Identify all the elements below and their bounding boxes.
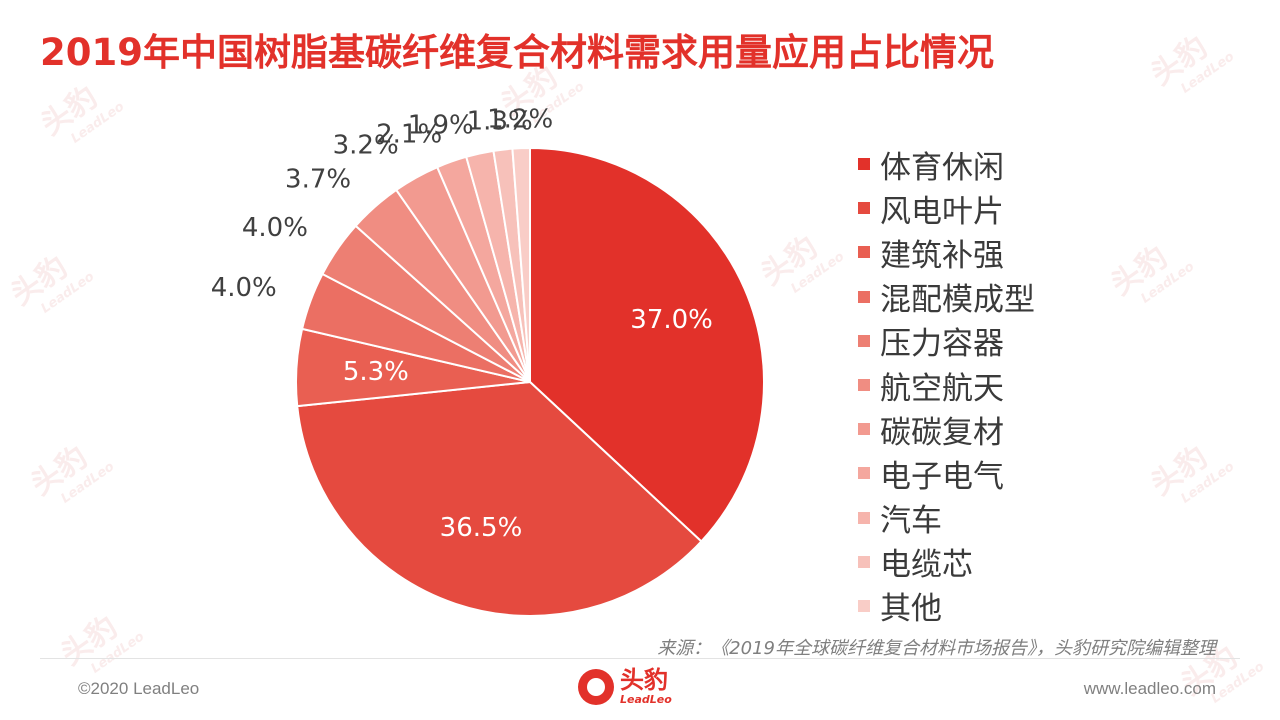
legend-label: 混配模成型 — [880, 282, 1035, 319]
pie-value-label: 1.2% — [487, 105, 553, 135]
pie-value-label: 2.1% — [376, 120, 442, 150]
legend-swatch — [858, 379, 870, 392]
legend-item: 汽车 — [858, 496, 1035, 540]
pie-value-label: 1.3% — [467, 106, 533, 136]
copyright: ©2020 LeadLeo — [78, 679, 200, 698]
legend-swatch — [858, 158, 870, 171]
legend-item: 航空航天 — [858, 363, 1035, 407]
legend-swatch — [858, 511, 870, 524]
source-note: 来源：《2019年全球碳纤维复合材料市场报告》，头豹研究院编辑整理 — [657, 638, 1216, 659]
legend-item: 混配模成型 — [858, 275, 1035, 319]
footer-divider — [40, 658, 1240, 659]
legend-label: 碳碳复材 — [880, 414, 1004, 451]
legend-swatch — [858, 202, 870, 215]
pie-value-label: 3.7% — [285, 164, 351, 194]
pie-value-label: 1.9% — [408, 111, 474, 141]
legend-label: 风电叶片 — [880, 193, 1004, 230]
legend-label: 其他 — [880, 591, 942, 628]
legend-item: 风电叶片 — [858, 186, 1035, 230]
pie-value-label: 3.2% — [333, 131, 399, 161]
pie-value-label: 4.0% — [242, 213, 308, 243]
legend-label: 体育休闲 — [880, 149, 1004, 186]
legend-swatch — [858, 334, 870, 347]
legend-swatch — [858, 423, 870, 436]
legend-label: 汽车 — [880, 503, 942, 540]
legend-swatch — [858, 467, 870, 480]
page-title: 2019年中国树脂基碳纤维复合材料需求用量应用占比情况 — [40, 31, 994, 74]
legend-swatch — [858, 599, 870, 612]
logo-en: LeadLeo — [620, 693, 672, 706]
pie-value-label: 4.0% — [211, 273, 277, 303]
website-link[interactable]: www.leadleo.com — [1083, 679, 1216, 698]
legend-label: 航空航天 — [880, 370, 1004, 407]
legend-item: 其他 — [858, 584, 1035, 628]
pie-slice — [296, 380, 703, 617]
chart-legend: 体育休闲风电叶片建筑补强混配模成型压力容器航空航天碳碳复材电子电气汽车电缆芯其他 — [858, 142, 1035, 628]
legend-swatch — [858, 290, 870, 303]
legend-item: 碳碳复材 — [858, 407, 1035, 451]
pie-value-label: 5.3% — [343, 357, 409, 387]
legend-item: 电缆芯 — [858, 540, 1035, 584]
pie-slice — [529, 146, 765, 543]
leopard-icon — [578, 668, 614, 705]
leadleo-logo: 头豹 LeadLeo — [578, 668, 672, 705]
legend-swatch — [858, 246, 870, 259]
legend-item: 体育休闲 — [858, 142, 1035, 186]
legend-label: 电子电气 — [880, 458, 1004, 495]
legend-label: 电缆芯 — [880, 547, 973, 584]
legend-swatch — [858, 555, 870, 568]
logo-cn: 头豹 — [620, 666, 668, 694]
legend-item: 压力容器 — [858, 319, 1035, 363]
pie-slices — [295, 146, 765, 617]
legend-item: 电子电气 — [858, 451, 1035, 495]
legend-label: 建筑补强 — [880, 237, 1004, 274]
legend-label: 压力容器 — [880, 326, 1004, 363]
pie-value-label: 37.0% — [630, 305, 713, 335]
pie-labels: 37.0%36.5%5.3%4.0%4.0%3.7%3.2%2.1%1.9%1.… — [211, 105, 713, 543]
legend-item: 建筑补强 — [858, 230, 1035, 274]
pie-value-label: 36.5% — [440, 513, 523, 543]
pie-slice — [511, 146, 531, 383]
